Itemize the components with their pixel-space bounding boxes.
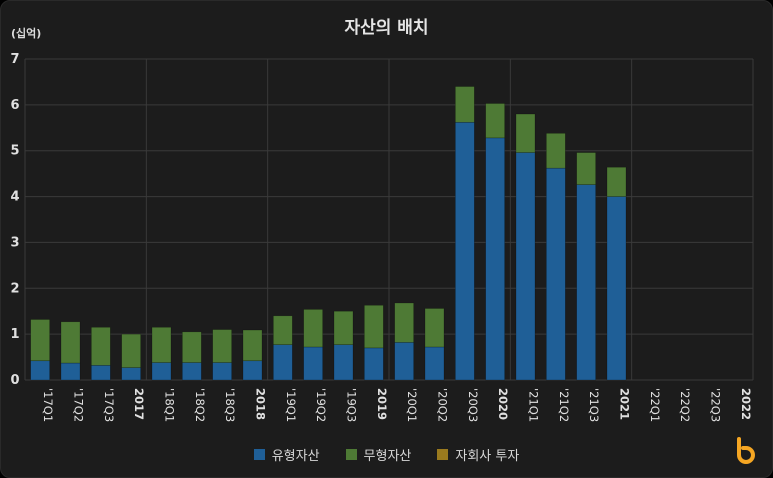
bar-segment[interactable] [60, 321, 81, 364]
bar-segment[interactable] [121, 367, 141, 381]
legend-label: 유형자산 [271, 449, 320, 464]
x-tick-label: '18Q3 [223, 388, 237, 422]
bar-segment[interactable] [303, 309, 323, 348]
legend-swatch [253, 449, 265, 460]
x-tick-labels: '17Q1 '17Q2 '17Q3 2017 '18Q1 '18Q2 '18Q3 2018 '1… [41, 388, 753, 422]
bar-segment[interactable] [242, 329, 263, 362]
x-tick-label: '17Q2 [72, 388, 86, 422]
bar-segment[interactable] [364, 347, 384, 381]
x-tick-label: '20Q3 [466, 388, 480, 422]
x-tick-label: '22Q3 [709, 388, 723, 422]
bar-segment[interactable] [424, 346, 445, 381]
bar-segment[interactable] [30, 360, 50, 381]
bar-segment[interactable] [364, 304, 384, 349]
x-tick-label: '22Q1 [648, 388, 662, 422]
bar-segment[interactable] [606, 166, 627, 197]
x-tick-label: '18Q2 [193, 388, 207, 422]
y-tick-label: 4 [10, 190, 19, 205]
y-tick-label: 2 [10, 281, 19, 296]
y-tick-label: 5 [10, 144, 19, 159]
bar-segment[interactable] [151, 362, 172, 381]
bar-segment[interactable] [424, 308, 445, 348]
x-tick-label: '18Q1 [163, 388, 177, 422]
bar-segment[interactable] [30, 319, 50, 362]
x-tick-label: 2018 [254, 388, 268, 420]
y-tick-label: 7 [10, 52, 19, 67]
legend-swatch [437, 449, 449, 460]
bar-segment[interactable] [455, 86, 475, 123]
x-tick-label: 2020 [496, 388, 510, 420]
legend-label: 자회사 투자 [455, 449, 520, 464]
y-tick-label: 3 [10, 235, 19, 250]
y-tick-label: 1 [10, 327, 19, 342]
y-unit-label: (십억) [11, 27, 42, 40]
x-tick-label: '21Q3 [587, 388, 601, 422]
legend-swatch [345, 449, 357, 460]
x-tick-label: 2017 [132, 388, 146, 420]
bar-segment[interactable] [273, 315, 293, 345]
bar-segment[interactable] [121, 333, 141, 368]
legend-label: 무형자산 [363, 449, 412, 464]
bar-segment[interactable] [273, 344, 293, 381]
x-tick-label: '17Q1 [41, 388, 55, 422]
x-tick-label: 2019 [375, 388, 389, 420]
bar-segment[interactable] [333, 344, 354, 381]
bar-segment[interactable] [182, 331, 202, 363]
bar-segment[interactable] [576, 184, 596, 381]
y-tick-label: 0 [10, 373, 19, 388]
bar-segment[interactable] [182, 362, 202, 381]
bar-segment[interactable] [60, 362, 81, 381]
x-tick-label: '17Q3 [102, 388, 116, 422]
x-tick-label: 2022 [739, 388, 753, 420]
bar-segment[interactable] [151, 326, 172, 363]
legend: 유형자산 무형자산 자회사 투자 [1, 445, 772, 464]
x-tick-label: '20Q1 [405, 388, 419, 422]
bar-segment[interactable] [91, 365, 111, 381]
legend-item-tangible[interactable]: 유형자산 [253, 445, 320, 464]
bar-segment[interactable] [242, 360, 263, 381]
x-tick-label: '19Q1 [284, 388, 298, 422]
legend-item-subsidiary[interactable]: 자회사 투자 [437, 445, 519, 464]
bar-segment[interactable] [91, 326, 111, 366]
bar-segment[interactable] [394, 342, 414, 381]
bar-segment[interactable] [546, 132, 566, 169]
bar-segment[interactable] [394, 302, 414, 343]
grid [24, 58, 754, 381]
x-tick-label: '21Q2 [557, 388, 571, 422]
bar-segment[interactable] [546, 167, 566, 381]
x-tick-label: '22Q2 [678, 388, 692, 422]
bar-segment[interactable] [485, 137, 505, 381]
bar-segment[interactable] [485, 103, 505, 139]
chart-title: 자산의 배치 [344, 18, 429, 38]
legend-item-intangible[interactable]: 무형자산 [345, 445, 412, 464]
bar-segment[interactable] [515, 152, 536, 381]
brand-logo-icon [737, 437, 755, 464]
bar-segment[interactable] [333, 310, 354, 345]
bar-segment[interactable] [303, 346, 323, 381]
bar-segment[interactable] [576, 152, 596, 185]
x-tick-label: 2021 [618, 388, 632, 420]
bar-segment[interactable] [455, 121, 475, 381]
x-tick-label: '21Q1 [527, 388, 541, 422]
y-tick-label: 6 [10, 98, 19, 113]
bar-segment[interactable] [212, 362, 232, 381]
bar-segment[interactable] [606, 196, 627, 381]
bar-segment[interactable] [515, 113, 536, 153]
bars [30, 86, 627, 381]
x-tick-label: '19Q2 [314, 388, 328, 422]
y-tick-labels: 0 1 2 3 4 5 6 7 [10, 52, 19, 388]
x-tick-label: '19Q3 [345, 388, 359, 422]
bar-segment[interactable] [212, 329, 232, 363]
x-tick-label: '20Q2 [436, 388, 450, 422]
